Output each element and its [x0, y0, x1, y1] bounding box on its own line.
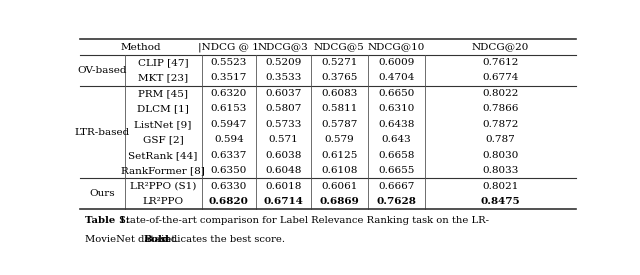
Text: Bold: Bold — [143, 235, 170, 244]
Text: |NDCG @ 1: |NDCG @ 1 — [198, 42, 259, 52]
Text: PRM [45]: PRM [45] — [138, 89, 188, 98]
Text: GSF [2]: GSF [2] — [143, 135, 184, 144]
Text: MKT [23]: MKT [23] — [138, 73, 188, 82]
Text: 0.6438: 0.6438 — [378, 120, 414, 129]
Text: 0.8021: 0.8021 — [482, 182, 518, 191]
Text: 0.5733: 0.5733 — [265, 120, 301, 129]
Text: NDCG@10: NDCG@10 — [367, 43, 425, 52]
Text: 0.6667: 0.6667 — [378, 182, 414, 191]
Text: 0.6350: 0.6350 — [211, 166, 247, 175]
Text: 0.6337: 0.6337 — [211, 151, 247, 160]
Text: 0.6330: 0.6330 — [211, 182, 247, 191]
Text: MovieNet dataset.: MovieNet dataset. — [85, 235, 182, 244]
Text: 0.643: 0.643 — [381, 135, 411, 144]
Text: LR²PPO: LR²PPO — [143, 197, 184, 206]
Text: 0.7866: 0.7866 — [482, 104, 518, 113]
Text: RankFormer [8]: RankFormer [8] — [121, 166, 205, 175]
Text: indicates the best score.: indicates the best score. — [158, 235, 285, 244]
Text: 0.5811: 0.5811 — [321, 104, 357, 113]
Text: DLCM [1]: DLCM [1] — [137, 104, 189, 113]
Text: OV-based: OV-based — [77, 66, 127, 75]
Text: 0.5807: 0.5807 — [265, 104, 301, 113]
Text: 0.8030: 0.8030 — [482, 151, 518, 160]
Text: LTR-based: LTR-based — [75, 128, 130, 137]
Text: 0.6820: 0.6820 — [209, 197, 249, 206]
Text: 0.4704: 0.4704 — [378, 73, 414, 82]
Text: 0.8033: 0.8033 — [482, 166, 518, 175]
Text: 0.7628: 0.7628 — [376, 197, 416, 206]
Text: 0.5787: 0.5787 — [321, 120, 357, 129]
Text: 0.8475: 0.8475 — [481, 197, 520, 206]
Text: 0.3533: 0.3533 — [265, 73, 301, 82]
Text: 0.6048: 0.6048 — [265, 166, 301, 175]
Text: 0.6650: 0.6650 — [378, 89, 414, 98]
Text: 0.5523: 0.5523 — [211, 58, 247, 67]
Text: NDCG@3: NDCG@3 — [258, 43, 308, 52]
Text: 0.6108: 0.6108 — [321, 166, 357, 175]
Text: Table 1:: Table 1: — [85, 216, 133, 225]
Text: 0.3765: 0.3765 — [321, 73, 357, 82]
Text: 0.6038: 0.6038 — [265, 151, 301, 160]
Text: LR²PPO (S1): LR²PPO (S1) — [130, 182, 196, 191]
Text: CLIP [47]: CLIP [47] — [138, 58, 188, 67]
Text: 0.6009: 0.6009 — [378, 58, 414, 67]
Text: 0.7612: 0.7612 — [482, 58, 518, 67]
Text: 0.5271: 0.5271 — [321, 58, 357, 67]
Text: 0.6320: 0.6320 — [211, 89, 247, 98]
Text: 0.579: 0.579 — [324, 135, 354, 144]
Text: NDCG@20: NDCG@20 — [472, 43, 529, 52]
Text: 0.6869: 0.6869 — [319, 197, 359, 206]
Text: 0.6018: 0.6018 — [265, 182, 301, 191]
Text: 0.7872: 0.7872 — [482, 120, 518, 129]
Text: 0.6125: 0.6125 — [321, 151, 357, 160]
Text: 0.6774: 0.6774 — [482, 73, 518, 82]
Text: 0.6061: 0.6061 — [321, 182, 357, 191]
Text: 0.3517: 0.3517 — [211, 73, 247, 82]
Text: Ours: Ours — [90, 189, 115, 199]
Text: 0.8022: 0.8022 — [482, 89, 518, 98]
Text: 0.571: 0.571 — [269, 135, 298, 144]
Text: Method: Method — [120, 43, 161, 52]
Text: 0.5947: 0.5947 — [211, 120, 247, 129]
Text: 0.6714: 0.6714 — [264, 197, 303, 206]
Text: 0.6658: 0.6658 — [378, 151, 414, 160]
Text: ListNet [9]: ListNet [9] — [134, 120, 192, 129]
Text: 0.6153: 0.6153 — [211, 104, 247, 113]
Text: 0.6655: 0.6655 — [378, 166, 414, 175]
Text: State-of-the-art comparison for Label Relevance Ranking task on the LR-: State-of-the-art comparison for Label Re… — [118, 216, 489, 225]
Text: 0.6083: 0.6083 — [321, 89, 357, 98]
Text: 0.6037: 0.6037 — [265, 89, 301, 98]
Text: 0.594: 0.594 — [214, 135, 244, 144]
Text: 0.5209: 0.5209 — [265, 58, 301, 67]
Text: 0.787: 0.787 — [486, 135, 515, 144]
Text: 0.6310: 0.6310 — [378, 104, 414, 113]
Text: NDCG@5: NDCG@5 — [314, 43, 365, 52]
Text: SetRank [44]: SetRank [44] — [129, 151, 198, 160]
